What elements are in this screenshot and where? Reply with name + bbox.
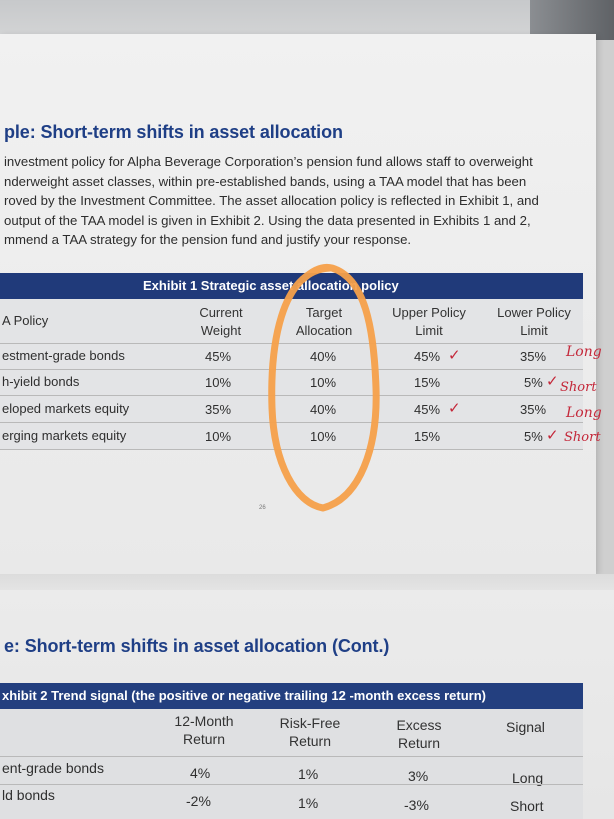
table-divider	[0, 784, 583, 785]
row-asset-name: erging markets equity	[2, 428, 127, 443]
header-risk-free: Risk-Free Return	[279, 715, 341, 749]
background-object	[530, 0, 614, 40]
section-heading: ple: Short-term shifts in asset allocati…	[4, 122, 343, 142]
row-risk-free: 1%	[298, 795, 319, 811]
check-mark-icon: ✓	[448, 347, 461, 364]
intro-paragraph: investment policy for Alpha Beverage Cor…	[4, 152, 594, 250]
header-policy: A Policy	[2, 313, 49, 328]
paragraph-line: nderweight asset classes, within pre-est…	[4, 173, 527, 189]
check-mark-icon: ✓	[546, 373, 559, 390]
exhibit1-title: Exhibit 1 Strategic asset allocation pol…	[143, 278, 399, 293]
row-asset-name: h-yield bonds	[2, 374, 80, 389]
table-divider	[0, 756, 583, 757]
row-target: 40%	[310, 402, 337, 417]
exhibit2-table-bg	[0, 708, 583, 819]
table-divider	[0, 422, 583, 423]
row-lower: 35%	[520, 349, 547, 364]
section-heading-continued: e: Short-term shifts in asset allocation…	[4, 636, 390, 656]
row-excess: -3%	[404, 797, 429, 813]
table-divider	[0, 449, 583, 450]
row-asset-name: ld bonds	[2, 787, 55, 803]
header-signal: Signal	[506, 719, 545, 735]
row-signal: Long	[512, 770, 544, 786]
table-divider	[0, 369, 583, 370]
table-divider	[0, 395, 583, 396]
row-current: 10%	[205, 375, 232, 390]
header-excess-return: Excess Return	[396, 717, 442, 751]
check-mark-icon: ✓	[448, 400, 461, 417]
page-mark: 26	[259, 505, 266, 511]
highlight-circle	[268, 263, 380, 512]
table-divider	[0, 343, 583, 344]
row-target: 10%	[310, 429, 337, 444]
row-upper: 15%	[414, 429, 441, 444]
row-12m-return: 4%	[190, 765, 211, 781]
header-current-weight: Current Weight	[199, 305, 243, 338]
exhibit1-table-bg	[0, 299, 583, 449]
row-risk-free: 1%	[298, 766, 319, 782]
paragraph-line: mmend a TAA strategy for the pension fun…	[4, 232, 412, 247]
header-upper-limit: Upper Policy Limit	[392, 305, 466, 338]
row-target: 10%	[310, 375, 337, 390]
handwritten-short: Short	[564, 430, 601, 445]
header-12m-return: 12-Month Return	[174, 713, 234, 747]
row-asset-name: ent-grade bonds	[2, 760, 104, 776]
exhibit2-title-bar: xhibit 2 Trend signal (the positive or n…	[0, 683, 583, 709]
page-gap	[0, 574, 614, 590]
check-mark-icon: ✓	[546, 427, 559, 444]
paragraph-line: roved by the Investment Committee. The a…	[4, 193, 539, 208]
row-lower: 5%	[524, 375, 543, 390]
handwritten-short: Short	[560, 380, 597, 395]
paragraph-line: investment policy for Alpha Beverage Cor…	[4, 154, 533, 169]
row-signal: Short	[510, 798, 544, 814]
row-asset-name: estment-grade bonds	[2, 348, 125, 363]
row-upper: 45%	[414, 349, 441, 364]
row-current: 35%	[205, 402, 232, 417]
background-wall	[0, 0, 614, 40]
row-target: 40%	[310, 349, 337, 364]
header-lower-limit: Lower Policy Limit	[497, 305, 571, 338]
row-asset-name: eloped markets equity	[2, 401, 130, 416]
row-lower: 35%	[520, 402, 547, 417]
row-12m-return: -2%	[186, 793, 211, 809]
row-current: 45%	[205, 349, 232, 364]
row-lower: 5%	[524, 429, 543, 444]
row-current: 10%	[205, 429, 232, 444]
row-upper: 45%	[414, 402, 441, 417]
exhibit2-title: xhibit 2 Trend signal (the positive or n…	[2, 688, 486, 703]
handwritten-long: Long	[566, 344, 602, 360]
row-excess: 3%	[408, 768, 429, 784]
row-upper: 15%	[414, 375, 441, 390]
handwritten-long: Long	[566, 405, 602, 421]
header-target-allocation: Target Allocation	[295, 305, 353, 338]
paragraph-line: output of the TAA model is given in Exhi…	[4, 212, 531, 228]
